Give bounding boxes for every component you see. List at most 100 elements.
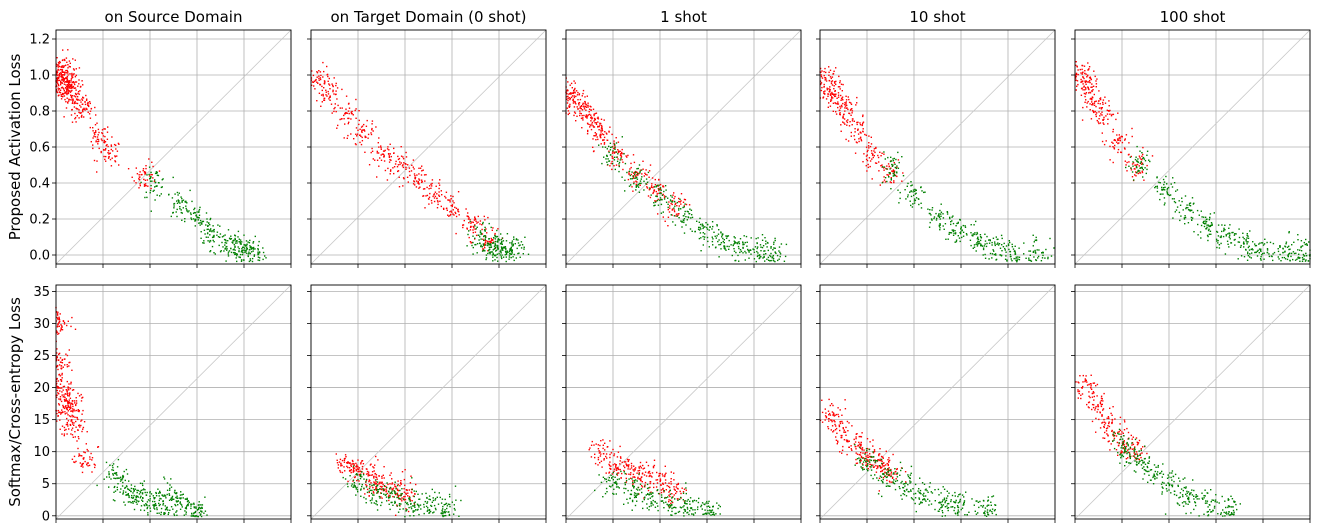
point-green xyxy=(774,247,776,249)
point-red xyxy=(608,130,610,132)
point-green xyxy=(1292,258,1294,261)
point-red xyxy=(585,106,588,108)
point-green xyxy=(361,483,363,486)
point-green xyxy=(727,235,730,237)
point-green xyxy=(154,182,156,184)
point-green xyxy=(778,258,780,260)
point-red xyxy=(67,410,69,412)
point-green xyxy=(168,499,171,501)
point-red xyxy=(1084,80,1086,82)
point-red xyxy=(322,93,324,96)
point-red xyxy=(347,110,350,112)
point-green xyxy=(635,189,637,191)
point-green xyxy=(1259,258,1262,260)
point-red xyxy=(58,403,60,405)
point-red xyxy=(332,90,334,93)
point-green xyxy=(1220,235,1222,237)
point-green xyxy=(1216,246,1218,249)
point-green xyxy=(179,508,182,510)
axes-frame xyxy=(55,284,292,520)
point-red xyxy=(1107,118,1109,120)
point-red xyxy=(82,426,85,429)
point-green xyxy=(1142,176,1144,178)
point-green xyxy=(165,497,167,499)
point-green xyxy=(772,256,774,258)
point-red xyxy=(361,129,363,131)
point-red xyxy=(362,472,365,475)
point-red xyxy=(61,79,63,81)
point-green xyxy=(1249,230,1251,232)
point-red xyxy=(312,74,315,77)
point-red xyxy=(826,89,828,91)
point-green xyxy=(1158,181,1160,184)
subplot-r0-c0: 0.00.20.40.60.81.01.2 xyxy=(29,29,292,268)
point-green xyxy=(505,260,507,263)
point-red xyxy=(577,99,579,101)
point-red xyxy=(669,207,671,209)
point-red xyxy=(372,486,374,489)
point-green xyxy=(502,240,505,242)
point-red xyxy=(1083,77,1085,80)
point-red xyxy=(62,87,64,89)
point-red xyxy=(448,215,450,217)
point-green xyxy=(910,185,912,187)
point-red xyxy=(316,71,318,73)
point-red xyxy=(371,129,373,131)
point-green xyxy=(495,236,497,238)
point-green xyxy=(239,239,242,241)
point-red xyxy=(63,71,65,73)
point-red xyxy=(678,205,680,207)
point-red xyxy=(1087,100,1089,103)
point-red xyxy=(316,81,318,83)
point-green xyxy=(991,244,993,246)
point-red xyxy=(143,178,145,181)
point-red xyxy=(1099,98,1102,101)
point-red xyxy=(1117,148,1120,151)
point-green xyxy=(199,224,201,226)
point-red xyxy=(67,74,69,76)
point-red xyxy=(93,463,95,465)
point-red xyxy=(859,124,862,126)
point-green xyxy=(685,216,687,218)
point-red xyxy=(334,93,337,96)
point-red xyxy=(1114,139,1117,142)
point-green xyxy=(704,233,706,235)
point-red xyxy=(821,77,824,79)
point-red xyxy=(75,68,77,70)
point-green xyxy=(913,194,915,197)
point-red xyxy=(437,203,439,206)
point-green xyxy=(702,232,704,234)
point-red xyxy=(438,184,441,186)
point-green xyxy=(246,248,248,250)
point-red xyxy=(104,158,106,161)
point-red xyxy=(823,91,825,93)
point-red xyxy=(1099,103,1101,105)
point-red xyxy=(68,383,70,385)
point-green xyxy=(911,206,914,208)
point-red xyxy=(353,138,355,140)
point-green xyxy=(957,221,959,224)
point-green xyxy=(1014,251,1016,253)
point-red xyxy=(1128,161,1130,163)
point-green xyxy=(889,168,891,170)
point-red xyxy=(844,110,846,112)
point-green xyxy=(517,242,520,244)
point-green xyxy=(1206,224,1208,226)
point-red xyxy=(590,109,592,111)
point-red xyxy=(62,65,64,67)
point-green xyxy=(153,507,155,509)
point-red xyxy=(865,165,867,167)
point-green xyxy=(1299,260,1301,262)
point-green xyxy=(188,501,190,504)
point-red xyxy=(65,77,68,80)
point-red xyxy=(586,122,589,124)
point-green xyxy=(148,173,150,176)
point-green xyxy=(704,226,706,228)
point-red xyxy=(110,148,112,151)
point-green xyxy=(1245,238,1247,241)
point-red xyxy=(1099,115,1101,117)
point-green xyxy=(1156,176,1158,178)
point-green xyxy=(973,244,976,246)
point-red xyxy=(327,90,329,93)
point-red xyxy=(116,155,118,157)
